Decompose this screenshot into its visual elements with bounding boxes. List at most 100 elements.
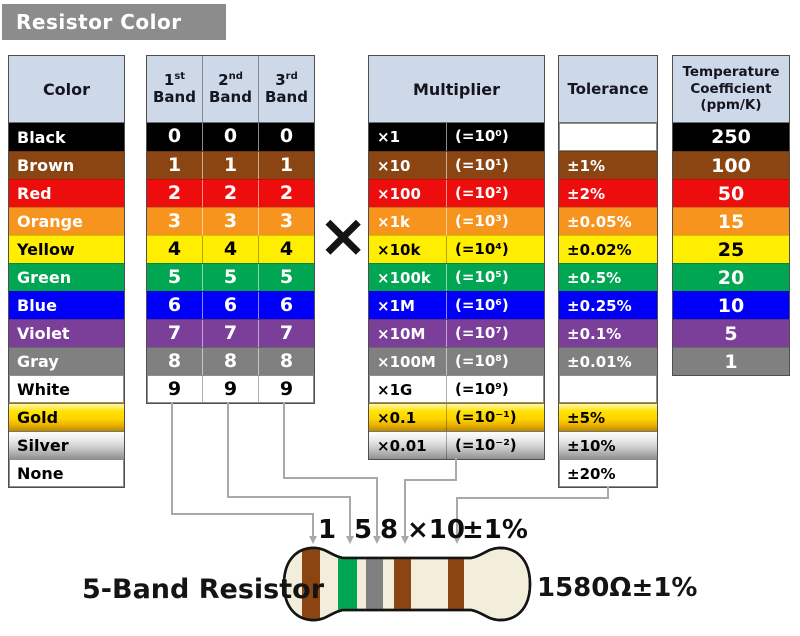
- color-row-red: Red: [9, 179, 124, 207]
- tempco-row-brown: 100: [673, 151, 789, 179]
- color-column-header: Color: [9, 56, 124, 123]
- connector-line-band2: [349, 496, 351, 536]
- tolerance-row-green: ±0.5%: [559, 263, 657, 291]
- tolerance-row-none: ±20%: [559, 459, 657, 487]
- multiplier-value-blue: ×1M: [377, 296, 415, 315]
- connector-line-band1: [171, 513, 314, 515]
- multiplier-row-black: ×1 (=10⁰): [369, 123, 544, 151]
- band-column-headers: 1st Band 2nd Band 3rd Band: [147, 56, 314, 123]
- multiplier-rows: ×1 (=10⁰) ×10 (=10¹) ×100 (=10²) ×1k (=10³) ×10k…: [369, 123, 544, 459]
- multiplier-row-orange: ×1k (=10³): [369, 207, 544, 235]
- band2-cell-violet: 7: [202, 320, 258, 347]
- band-value-label-2: 5: [354, 515, 373, 545]
- resistor-band-3: [366, 547, 383, 621]
- connector-line-multiplier: [404, 479, 406, 536]
- connector-line-tolerance: [456, 497, 609, 499]
- color-row-blue: Blue: [9, 291, 124, 319]
- tolerance-row-black: [559, 123, 657, 151]
- arrow-down-icon: [401, 536, 409, 544]
- multiplier-row-blue: ×1M (=10⁶): [369, 291, 544, 319]
- color-row-gray: Gray: [9, 347, 124, 375]
- band1-cell-violet: 7: [167, 322, 182, 344]
- band3-cell-brown: 1: [258, 152, 314, 179]
- color-row-green: Green: [9, 263, 124, 291]
- color-row-silver: Silver: [9, 431, 124, 459]
- band1-cell-green: 5: [167, 266, 182, 288]
- connector-line-band2: [227, 402, 229, 498]
- color-row-none: None: [9, 459, 124, 487]
- multiplier-table: Multiplier ×1 (=10⁰) ×10 (=10¹) ×100 (=10²) ×1…: [368, 55, 545, 460]
- multiplier-equiv-gray: (=10⁸): [446, 348, 544, 375]
- multiplier-column-header: Multiplier: [369, 56, 544, 123]
- band3-cell-green: 5: [258, 264, 314, 291]
- color-row-yellow: Yellow: [9, 235, 124, 263]
- band-value-label-tolerance: ±1%: [462, 515, 528, 545]
- tolerance-row-gold: ±5%: [559, 403, 657, 431]
- color-row-white: White: [9, 375, 124, 403]
- connector-line-band3: [376, 477, 378, 536]
- multiplier-value-white: ×1G: [377, 380, 413, 399]
- connector-line-band3: [283, 402, 285, 479]
- resistor-value: 1580Ω±1%: [537, 573, 698, 603]
- band2-cell-orange: 3: [202, 208, 258, 235]
- resistor-illustration: [282, 546, 532, 622]
- band3-cell-red: 2: [258, 180, 314, 207]
- band3-cell-violet: 7: [258, 320, 314, 347]
- multiplier-value-yellow: ×10k: [377, 240, 421, 259]
- connector-line-multiplier: [404, 479, 457, 481]
- band1-cell-gray: 8: [167, 350, 182, 372]
- resistor-caption: 5-Band Resistor: [82, 574, 325, 605]
- connector-line-band1: [312, 513, 314, 536]
- multiplier-value-silver: ×0.01: [377, 436, 427, 455]
- tempco-row-black: 250: [673, 123, 789, 151]
- multiplier-equiv-orange: (=10³): [446, 208, 544, 235]
- multiplier-equiv-white: (=10⁹): [446, 376, 544, 403]
- band2-cell-blue: 6: [202, 292, 258, 319]
- band3-column-header: 3rd Band: [258, 56, 314, 122]
- tolerance-rows: ±1% ±2% ±0.05% ±0.02% ±0.5% ±0.25% ±0.1% ±0.01%…: [559, 123, 657, 487]
- multiplier-row-red: ×100 (=10²): [369, 179, 544, 207]
- arrow-down-icon: [309, 536, 317, 544]
- color-row-black: Black: [9, 123, 124, 151]
- color-row-orange: Orange: [9, 207, 124, 235]
- temp-coefficient-column-header: Temperature Coefficient (ppm/K): [673, 56, 789, 123]
- band1-cell-brown: 1: [167, 154, 182, 176]
- color-table: Color Black Brown Red Orange Yellow Green Blue…: [8, 55, 125, 488]
- band-value-label-multiplier: ×10: [407, 515, 465, 545]
- multiplier-value-gold: ×0.1: [377, 408, 417, 427]
- band-value-label-3: 8: [380, 515, 399, 545]
- band1-cell-white: 9: [167, 378, 182, 400]
- multiplier-equiv-black: (=10⁰): [446, 123, 544, 151]
- multiplier-row-green: ×100k (=10⁵): [369, 263, 544, 291]
- connector-line-band3: [283, 477, 378, 479]
- tolerance-row-violet: ±0.1%: [559, 319, 657, 347]
- connector-line-multiplier: [455, 458, 457, 481]
- band2-column-header: 2nd Band: [202, 56, 258, 122]
- multiplier-row-violet: ×10M (=10⁷): [369, 319, 544, 347]
- connector-line-tolerance: [456, 497, 458, 536]
- band2-cell-green: 5: [202, 264, 258, 291]
- resistor-band-1: [302, 547, 320, 621]
- multiplier-value-green: ×100k: [377, 268, 431, 287]
- band3-cell-white: 9: [258, 376, 314, 403]
- band2-cell-red: 2: [202, 180, 258, 207]
- multiplier-value-brown: ×10: [377, 156, 411, 175]
- multiplier-value-violet: ×10M: [377, 324, 426, 343]
- tempco-row-orange: 15: [673, 207, 789, 235]
- resistor-band-5: [448, 547, 464, 621]
- band2-cell-white: 9: [202, 376, 258, 403]
- connector-line-band1: [171, 402, 173, 515]
- tolerance-row-brown: ±1%: [559, 151, 657, 179]
- tempco-row-green: 20: [673, 263, 789, 291]
- color-row-gold: Gold: [9, 403, 124, 431]
- multiplier-row-brown: ×10 (=10¹): [369, 151, 544, 179]
- multiplier-equiv-green: (=10⁵): [446, 264, 544, 291]
- band2-cell-brown: 1: [202, 152, 258, 179]
